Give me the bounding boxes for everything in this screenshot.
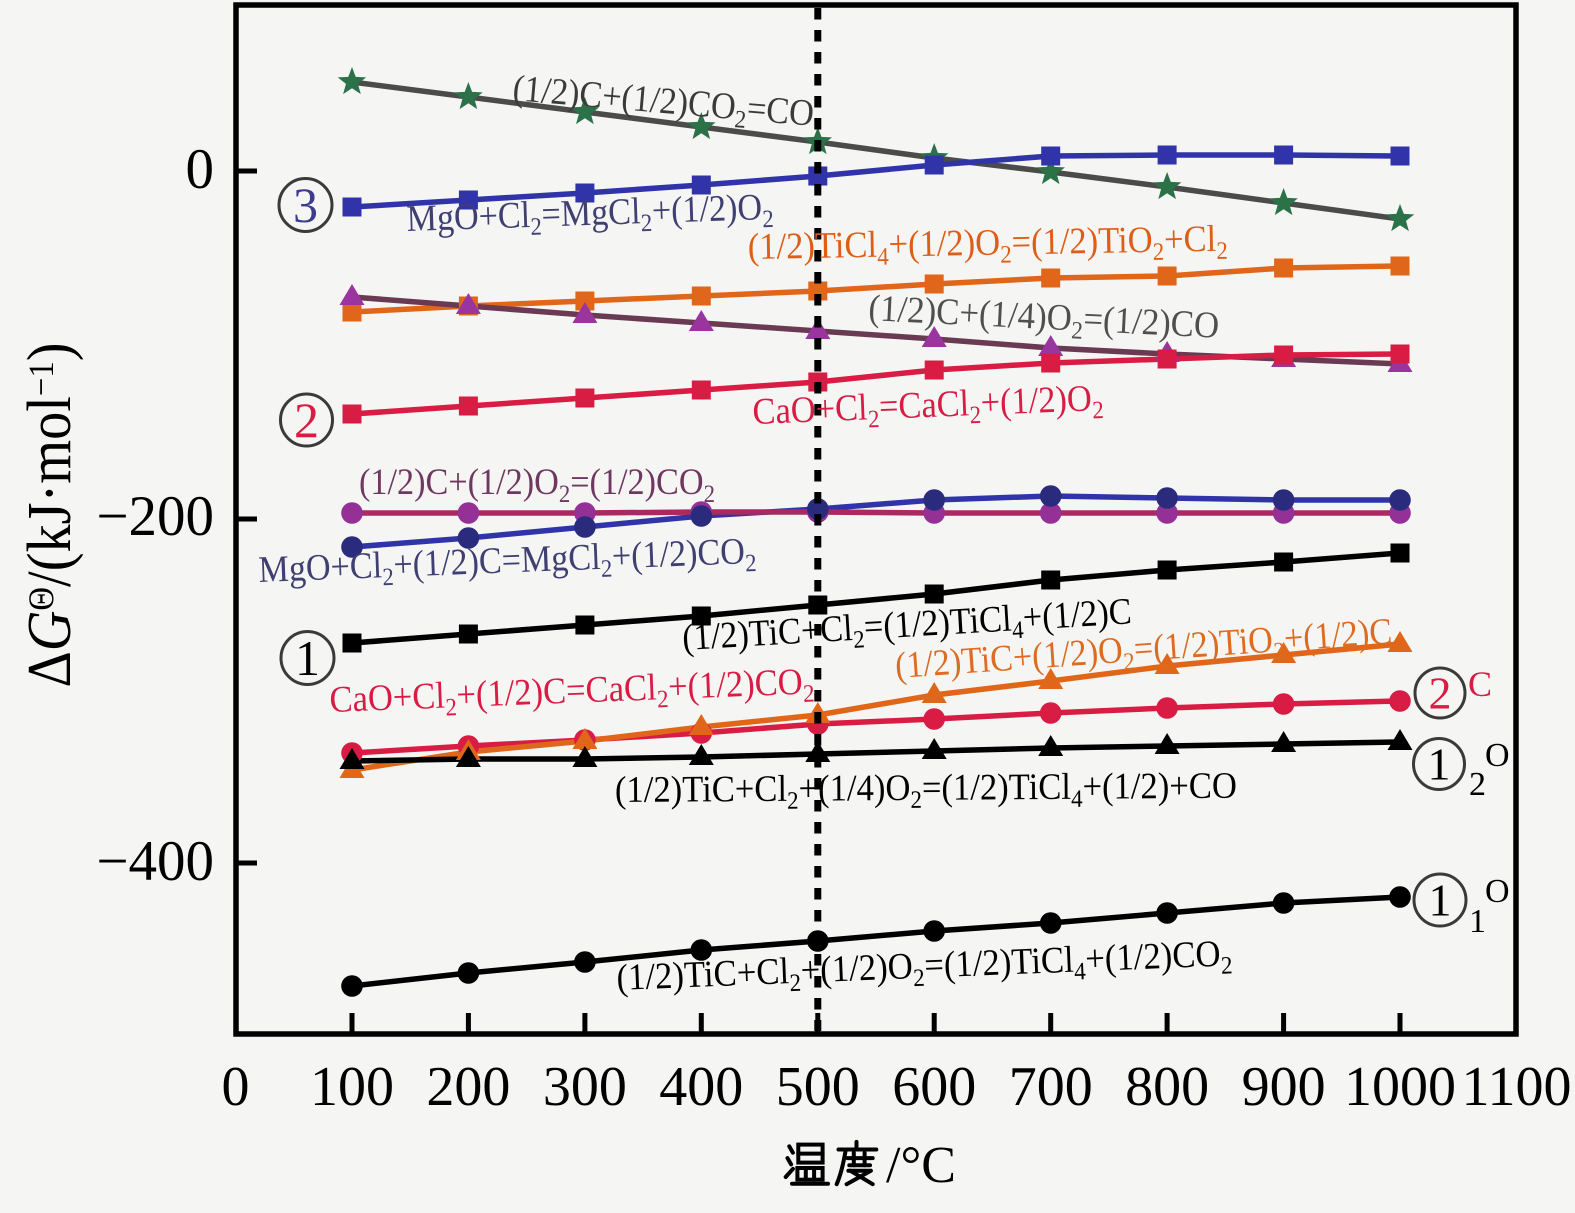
svg-text:/°C: /°C [886, 1137, 956, 1194]
svg-text:1: 1 [1428, 739, 1451, 790]
svg-text:−200: −200 [96, 485, 214, 548]
svg-text:C: C [1468, 664, 1492, 704]
svg-text:500: 500 [776, 1056, 860, 1118]
svg-text:300: 300 [543, 1056, 627, 1118]
svg-text:ΔGΘ/(kJ·mol−1): ΔGΘ/(kJ·mol−1) [16, 343, 84, 688]
svg-text:(1/2)TiCl4+(1/2)O2=(1/2)TiO2+C: (1/2)TiCl4+(1/2)O2=(1/2)TiO2+Cl2 [747, 219, 1228, 273]
svg-text:700: 700 [1009, 1056, 1093, 1118]
svg-text:0: 0 [186, 138, 215, 201]
svg-text:900: 900 [1242, 1056, 1326, 1118]
svg-text:2: 2 [294, 392, 319, 448]
svg-text:−400: −400 [96, 830, 214, 893]
svg-text:600: 600 [892, 1056, 976, 1118]
svg-text:1100: 1100 [1462, 1056, 1572, 1118]
svg-text:100: 100 [310, 1056, 394, 1118]
svg-text:(1/2)C+(1/2)O2=(1/2)CO2: (1/2)C+(1/2)O2=(1/2)CO2 [359, 462, 715, 508]
svg-text:800: 800 [1125, 1056, 1209, 1118]
svg-text:2: 2 [1429, 668, 1452, 719]
svg-text:1: 1 [295, 630, 320, 686]
svg-text:3: 3 [293, 177, 318, 233]
svg-text:200: 200 [426, 1056, 510, 1118]
svg-text:0: 0 [222, 1056, 250, 1118]
svg-text:2: 2 [1469, 766, 1486, 803]
svg-text:1: 1 [1469, 903, 1486, 940]
svg-text:O: O [1485, 873, 1510, 910]
svg-text:400: 400 [659, 1056, 743, 1118]
svg-text:1: 1 [1429, 875, 1452, 926]
svg-text:O: O [1485, 737, 1510, 774]
svg-text:1000: 1000 [1344, 1056, 1456, 1118]
